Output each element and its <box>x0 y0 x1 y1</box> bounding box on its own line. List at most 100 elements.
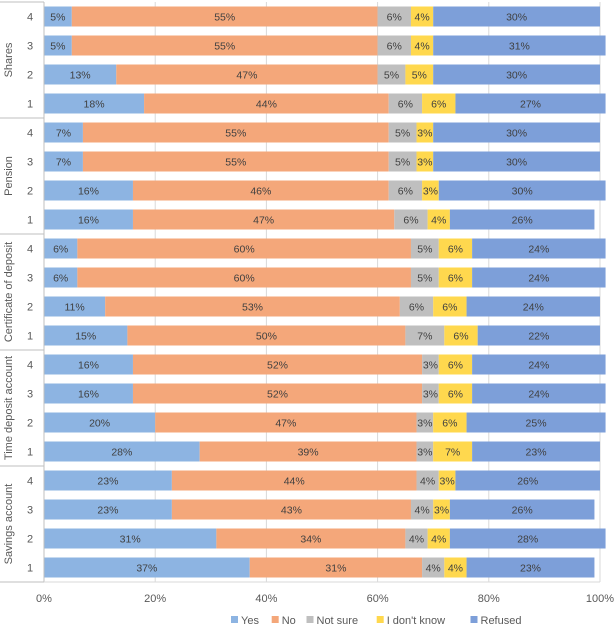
row-label: 4 <box>27 476 33 488</box>
data-label: 16% <box>78 360 99 372</box>
x-tick-label: 0% <box>36 593 52 605</box>
data-label: 28% <box>517 534 538 546</box>
bar-segment <box>410 238 439 259</box>
data-label: 30% <box>506 128 527 140</box>
bar-segment <box>44 238 78 259</box>
bar-segment <box>377 6 411 27</box>
data-label: 6% <box>448 360 463 372</box>
row-label: 2 <box>27 302 33 314</box>
data-label: 6% <box>442 302 457 314</box>
data-label: 7% <box>445 447 460 459</box>
bar-segment <box>144 93 389 114</box>
bar-segment <box>405 64 434 85</box>
bar-segment <box>44 441 200 462</box>
bar-segment <box>44 64 117 85</box>
bar-segment <box>438 238 473 259</box>
data-label: 23% <box>526 447 547 459</box>
data-label: 26% <box>517 476 538 488</box>
bar-segment <box>410 499 434 520</box>
bar-segment <box>438 180 606 201</box>
data-label: 55% <box>214 12 235 24</box>
bar-segment <box>410 35 434 56</box>
bar-segment <box>433 151 600 172</box>
data-label: 6% <box>398 99 413 111</box>
bar-segment <box>438 470 456 491</box>
legend-label: Yes <box>241 615 259 627</box>
x-tick-label: 60% <box>367 593 389 605</box>
group-label: Time deposit account <box>3 356 15 460</box>
bar-segment <box>71 35 378 56</box>
bar-segment <box>416 412 434 433</box>
bar-segment <box>71 6 378 27</box>
bars <box>44 6 606 578</box>
bar-segment <box>199 441 417 462</box>
data-labels: 5% 55% 6% 4% 30% 5% 55% 6% 4% 31% 13% 47% 5% 5% 30% 18%… <box>50 12 549 575</box>
bar-segment <box>82 122 389 143</box>
group-label: Savings account <box>3 484 15 565</box>
legend-swatch <box>271 616 279 623</box>
gridlines <box>43 2 601 582</box>
bar-segment <box>377 64 406 85</box>
bar-segment <box>44 6 72 27</box>
data-label: 23% <box>97 505 118 517</box>
bar-segment <box>399 296 434 317</box>
bar-segment <box>438 383 473 404</box>
data-label: 16% <box>78 215 99 227</box>
group-label: Certificate of deposit <box>3 242 15 342</box>
data-label: 24% <box>523 302 544 314</box>
data-label: 4% <box>431 215 446 227</box>
legend-label: Refused <box>481 615 522 627</box>
bar-segment <box>433 6 600 27</box>
bar-segment <box>466 412 606 433</box>
data-label: 6% <box>53 244 68 256</box>
row-label: 1 <box>27 215 33 227</box>
bar-segment <box>455 470 600 491</box>
data-label: 43% <box>281 505 302 517</box>
data-label: 5% <box>50 12 65 24</box>
data-label: 4% <box>414 12 429 24</box>
data-label: 6% <box>387 41 402 53</box>
bar-segment <box>416 122 434 143</box>
data-label: 4% <box>409 534 424 546</box>
row-label: 2 <box>27 186 33 198</box>
data-label: 3% <box>434 505 449 517</box>
bar-segment <box>171 470 417 491</box>
group-label: Pension <box>3 156 15 196</box>
data-label: 11% <box>64 302 84 314</box>
data-label: 4% <box>426 563 441 575</box>
data-label: 55% <box>214 41 235 53</box>
data-label: 53% <box>242 302 263 314</box>
legend-swatch <box>470 616 478 623</box>
data-label: 6% <box>448 244 463 256</box>
bar-segment <box>132 383 423 404</box>
bar-segment <box>44 354 133 375</box>
row-label: 4 <box>27 244 33 256</box>
bar-segment <box>44 412 156 433</box>
data-label: 30% <box>506 70 527 82</box>
data-label: 46% <box>250 186 271 198</box>
bar-segment <box>433 412 467 433</box>
data-label: 6% <box>403 215 418 227</box>
bar-segment <box>416 470 439 491</box>
data-label: 44% <box>284 476 305 488</box>
row-label: 4 <box>27 360 33 372</box>
legend-swatch <box>306 616 314 623</box>
data-label: 47% <box>236 70 257 82</box>
bar-segment <box>394 209 428 230</box>
data-label: 55% <box>225 157 246 169</box>
data-label: 6% <box>453 331 468 343</box>
data-label: 15% <box>75 331 96 343</box>
data-label: 6% <box>387 12 402 24</box>
axes: 0% 20% 40% 60% 80% 100% 4 3 2 1 Shares 4 3 2 1 Pension 4… <box>0 1 614 605</box>
data-label: 6% <box>448 389 463 401</box>
data-label: 60% <box>234 244 255 256</box>
row-label: 2 <box>27 534 33 546</box>
data-label: 39% <box>298 447 319 459</box>
data-label: 6% <box>398 186 413 198</box>
row-label: 1 <box>27 563 33 575</box>
bar-segment <box>216 528 406 549</box>
bar-segment <box>44 151 83 172</box>
data-label: 5% <box>417 273 432 285</box>
data-label: 6% <box>53 273 68 285</box>
bar-segment <box>44 325 128 346</box>
